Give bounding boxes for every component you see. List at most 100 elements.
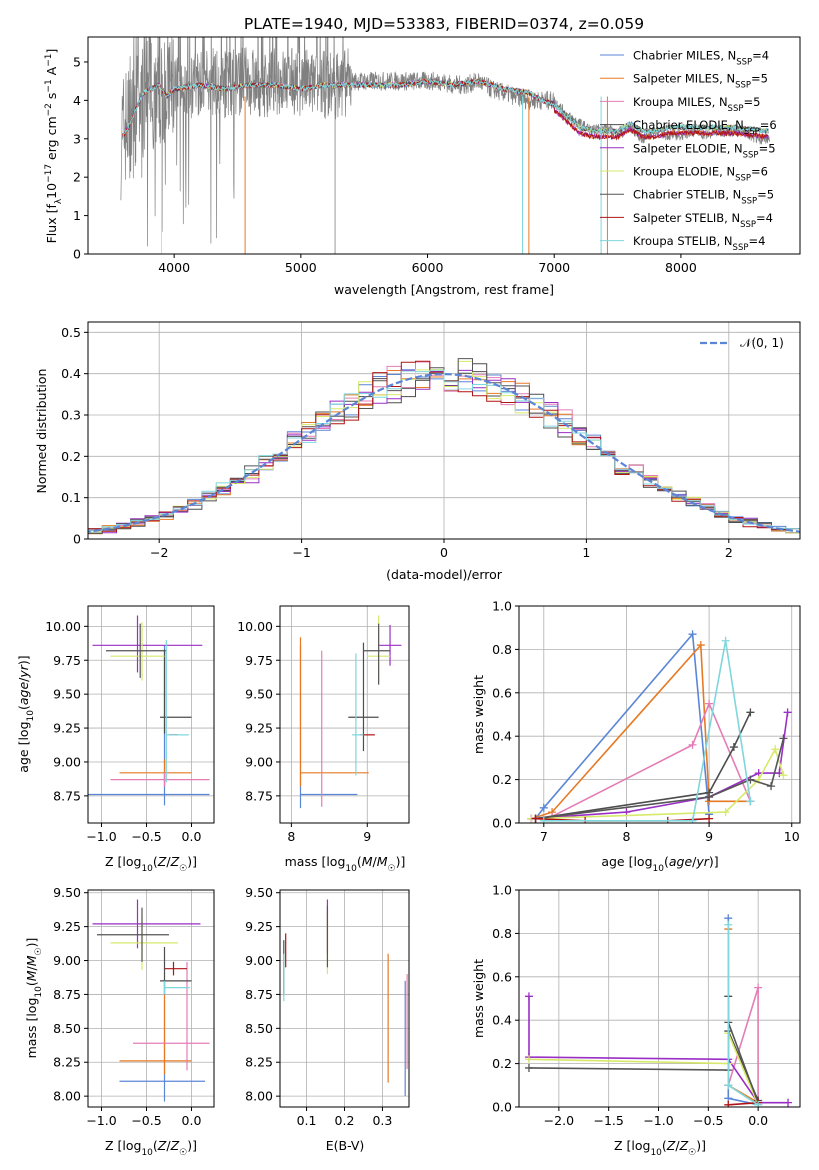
y-tick-label: 0.6 (492, 685, 512, 700)
x-axis-label: wavelength [Angstrom, rest frame] (334, 282, 554, 297)
x-tick-label: 2 (725, 545, 733, 560)
x-tick-label: −0.5 (131, 829, 161, 844)
x-tick-label: 9 (705, 829, 713, 844)
y-tick-label: 9.00 (53, 754, 81, 769)
figure-title: PLATE=1940, MJD=53383, FIBERID=0374, z=0… (244, 15, 644, 33)
weight-marker (729, 743, 738, 752)
y-tick-label: 0.5 (61, 325, 81, 340)
x-tick-label: 8 (622, 829, 630, 844)
x-tick-label: 0.2 (335, 1113, 355, 1128)
weight-marker (746, 797, 755, 806)
legend-label: Salpeter MILES, NSSP=5 (633, 72, 768, 91)
x-axis-label: age [log10(age/yr)] (601, 854, 718, 874)
x-axis-label: Z [log10(Z/Z☉)] (105, 854, 197, 874)
y-tick-label: 8.00 (245, 1089, 273, 1104)
weight-marker (705, 814, 714, 823)
y-tick-label: 0.4 (61, 366, 81, 381)
y-tick-label: 0.0 (492, 1100, 512, 1115)
y-tick-label: 2 (73, 170, 81, 185)
x-tick-label: 8 (287, 829, 295, 844)
y-tick-label: 8.50 (53, 1021, 81, 1036)
y-tick-label: 8.25 (245, 1055, 273, 1070)
weight-marker (539, 816, 548, 823)
y-tick-label: 9.50 (53, 885, 81, 900)
panel-ebv-mass: 0.1 0.2 0.3 8.00 8.25 8.50 8.75 9.00 9.25 9.50 E(B… (245, 885, 410, 1153)
y-tick-label: 8.75 (53, 788, 81, 803)
y-tick-label: 8.00 (53, 1089, 81, 1104)
y-tick-label: 1 (73, 208, 81, 223)
y-tick-label: 8.50 (245, 1021, 273, 1036)
legend-label: Chabrier STELIB, NSSP=5 (633, 188, 774, 207)
y-axis-label: mass weight (471, 959, 486, 1038)
weight-marker (688, 816, 697, 823)
y-tick-label: 3 (73, 131, 81, 146)
y-tick-label: 0.4 (492, 729, 512, 744)
weight-line (543, 640, 752, 822)
weight-marker (524, 1055, 533, 1064)
plot-area (92, 899, 210, 1102)
y-tick-label: 0 (73, 247, 81, 262)
legend-label: Kroupa ELODIE, NSSP=6 (633, 165, 768, 184)
x-tick-label: 0.3 (372, 1113, 392, 1128)
plot-area (283, 899, 408, 1097)
y-tick-label: 4 (73, 93, 81, 108)
x-tick-label: 6000 (412, 260, 444, 275)
legend-label: Kroupa MILES, NSSP=5 (633, 95, 760, 114)
plot-area (299, 615, 402, 809)
x-tick-label: 1 (582, 545, 590, 560)
weight-line (727, 918, 759, 1106)
panel-z-mass: −1.0 −0.5 0.0 8.00 8.25 8.50 8.75 9.00 9.25 9.50 Z… (24, 885, 215, 1158)
y-tick-label: 8.75 (245, 788, 273, 803)
x-tick-label: −1 (292, 545, 310, 560)
x-tick-label: 8000 (665, 260, 697, 275)
weight-marker (754, 983, 763, 992)
x-tick-label: −0.5 (693, 1113, 723, 1128)
y-tick-label: 0.3 (61, 408, 81, 423)
x-tick-label: −2.0 (544, 1113, 574, 1128)
weight-marker (721, 636, 730, 645)
weight-marker (721, 808, 730, 817)
weight-marker (754, 1100, 763, 1107)
x-tick-label: 5000 (285, 260, 317, 275)
weight-marker (705, 699, 714, 708)
y-tick-label: 10.00 (237, 619, 273, 634)
y-tick-label: 9.50 (245, 885, 273, 900)
x-tick-label: −2 (150, 545, 168, 560)
plot-area (88, 358, 800, 537)
axes-frame (518, 605, 801, 824)
weight-line (535, 711, 752, 820)
weight-marker (767, 782, 776, 791)
y-tick-label: 9.25 (53, 919, 81, 934)
model-spectrum (121, 78, 769, 140)
legend-label: 𝒩(0, 1) (740, 336, 784, 350)
y-tick-label: 0.8 (492, 926, 512, 941)
y-tick-label: 8.25 (53, 1055, 81, 1070)
legend-label: Salpeter ELODIE, NSSP=5 (633, 141, 776, 160)
weight-marker (724, 1081, 733, 1090)
y-tick-label: 8.75 (245, 987, 273, 1002)
panel-mass-age: 8 9 8.75 9.00 9.25 9.50 9.75 10.00 mass [log10(M… (237, 605, 410, 874)
weight-line (727, 924, 759, 1106)
panel-age-weight: 7 8 9 10 0.0 0.2 0.4 0.6 0.8 1.0 age [log10(age/yr… (471, 599, 801, 874)
y-tick-label: 0.4 (492, 1013, 512, 1028)
legend-spectrum: Chabrier MILES, NSSP=4 Salpeter MILES, NS… (600, 49, 777, 253)
legend-label: Salpeter STELIB, NSSP=4 (633, 211, 773, 230)
weight-marker (779, 771, 788, 780)
y-tick-label: 9.50 (245, 687, 273, 702)
x-tick-label: 0.1 (297, 1113, 317, 1128)
y-axis-label: Flux [fλ10−17 erg cm−2 s−1 A−1] (44, 49, 64, 244)
x-axis-label: mass [log10(M/M☉)] (285, 854, 406, 874)
y-tick-label: 5 (73, 54, 81, 69)
weight-marker (771, 745, 780, 754)
panel-spectrum: 4000 5000 6000 7000 8000 0 1 2 3 4 5 Chabrier MILES… (44, 36, 801, 297)
legend-label: Chabrier MILES, NSSP=4 (633, 49, 769, 68)
axes-frame (87, 605, 215, 824)
y-axis-label: mass weight (471, 675, 486, 754)
y-tick-label: 0 (73, 532, 81, 547)
weight-marker (746, 708, 755, 717)
panel-z-weight: −2.0 −1.5 −1.0 −0.5 0.0 0.0 0.2 0.4 0.6 0.8 1.0 Z [… (471, 883, 801, 1158)
weight-marker (688, 740, 697, 749)
y-tick-label: 0.2 (492, 1056, 512, 1071)
y-tick-label: 9.00 (53, 953, 81, 968)
